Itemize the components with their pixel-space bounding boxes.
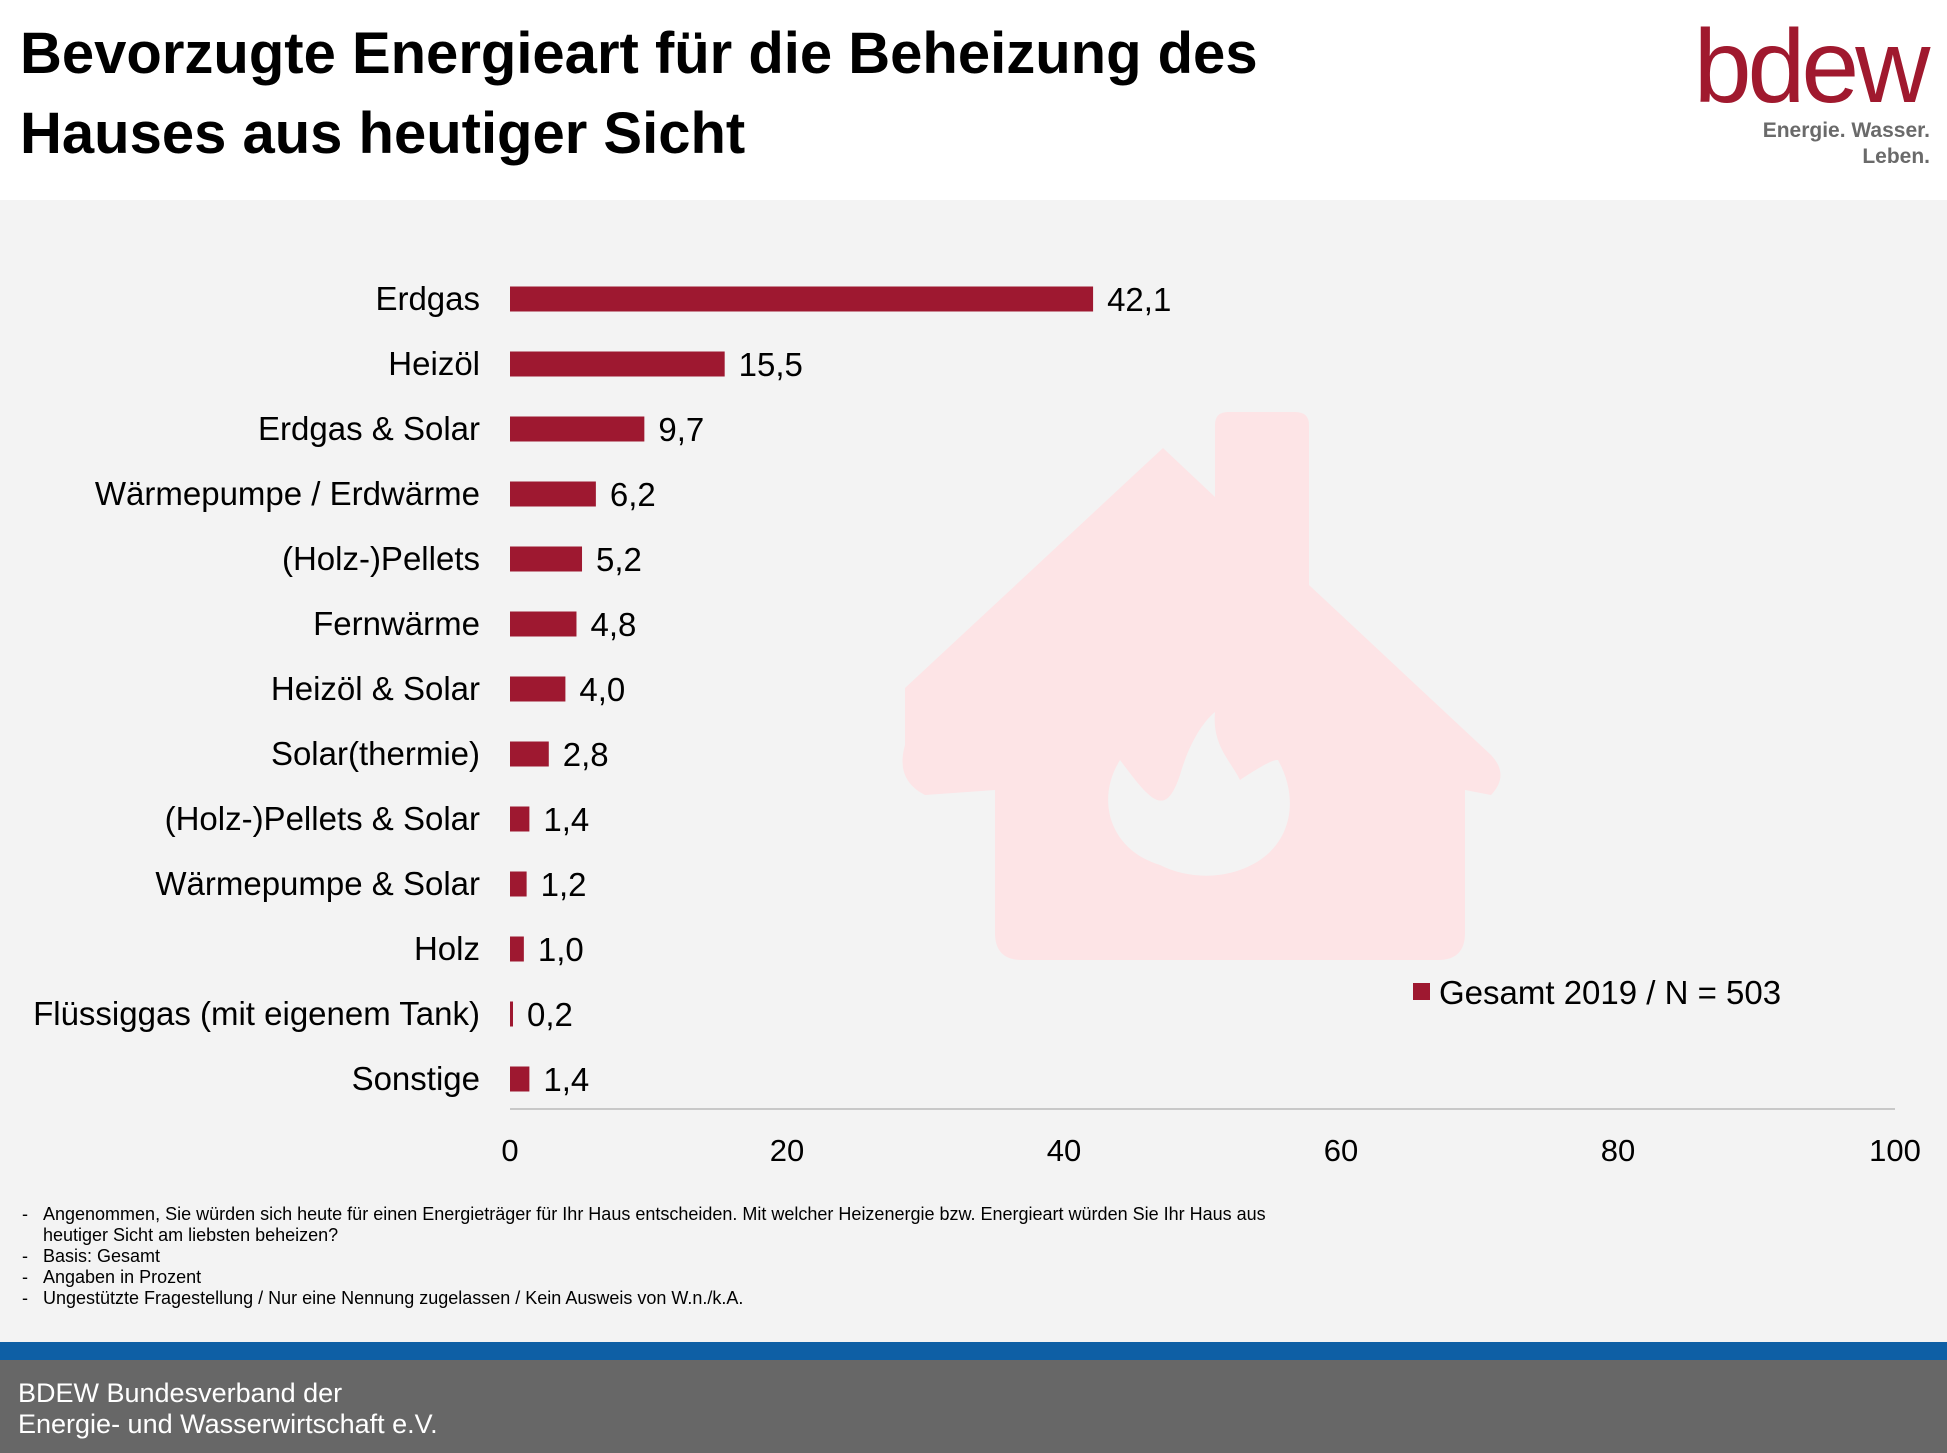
bar xyxy=(510,871,527,897)
value-labels: 42,1 15,5 9,76,2 5,2 4,8 4,0 2,8 1,4 1,2 1,0 0,2 1,… xyxy=(527,281,1171,1098)
category-label: Erdgas & Solar xyxy=(258,410,480,447)
value-label: 9,7 xyxy=(658,411,704,448)
x-tick-label: 0 xyxy=(501,1133,518,1168)
x-tick-label: 40 xyxy=(1047,1133,1081,1168)
footnote: Angenommen, Sie würden sich heute für ei… xyxy=(20,1204,1320,1246)
legend-swatch xyxy=(1413,983,1430,1000)
logo-slogan: Energie. Wasser. Leben. xyxy=(1762,119,1930,168)
category-labels: Erdgas Heizöl Erdgas & Solar Wärmepumpe / E… xyxy=(33,280,480,1097)
bar xyxy=(510,351,725,377)
legend-label: Gesamt 2019 / N = 503 xyxy=(1439,974,1781,1011)
house-flame-watermark-icon xyxy=(902,412,1501,960)
value-label: 1,2 xyxy=(541,866,587,903)
x-tick-label: 20 xyxy=(770,1133,804,1168)
footer-organization: BDEW Bundesverband der Energie- und Wass… xyxy=(18,1378,918,1440)
category-label: Fernwärme xyxy=(313,605,480,642)
value-label: 0,2 xyxy=(527,996,573,1033)
category-label: Heizöl xyxy=(388,345,480,382)
value-label: 15,5 xyxy=(739,346,803,383)
footnote: Angaben in Prozent xyxy=(20,1267,1320,1288)
bar xyxy=(510,481,596,507)
value-label: 2,8 xyxy=(563,736,609,773)
x-tick-label: 100 xyxy=(1869,1133,1921,1168)
title-line-2: Hauses aus heutiger Sicht xyxy=(20,101,746,166)
page-title: Bevorzugte Energieart für die Beheizung … xyxy=(20,14,1520,174)
footer: BDEW Bundesverband der Energie- und Wass… xyxy=(0,1360,1947,1453)
category-label: Heizöl & Solar xyxy=(271,670,480,707)
value-label: 4,0 xyxy=(579,671,625,708)
category-label: Holz xyxy=(414,930,480,967)
footer-stripe xyxy=(0,1342,1947,1360)
footnote: Ungestützte Fragestellung / Nur eine Nen… xyxy=(20,1288,1320,1309)
value-label: 6,2 xyxy=(610,476,656,513)
bar xyxy=(510,416,645,442)
footer-line-1: BDEW Bundesverband der xyxy=(18,1378,343,1408)
bdew-logo: bdew Energie. Wasser. Leben. xyxy=(1690,12,1931,168)
category-label: (Holz-)Pellets & Solar xyxy=(165,800,480,837)
category-label: Wärmepumpe / Erdwärme xyxy=(95,475,480,512)
x-tick-label: 60 xyxy=(1324,1133,1358,1168)
category-label: Sonstige xyxy=(352,1060,480,1097)
value-label: 1,0 xyxy=(538,931,584,968)
bar xyxy=(510,611,577,637)
value-label: 1,4 xyxy=(543,801,589,838)
bar xyxy=(510,286,1094,312)
value-label: 5,2 xyxy=(596,541,642,578)
footer-line-2: Energie- und Wasserwirtschaft e.V. xyxy=(18,1409,438,1439)
title-line-1: Bevorzugte Energieart für die Beheizung … xyxy=(20,21,1258,86)
bar xyxy=(510,741,549,767)
x-tick-label: 80 xyxy=(1601,1133,1635,1168)
header: Bevorzugte Energieart für die Beheizung … xyxy=(0,0,1947,200)
category-label: Wärmepumpe & Solar xyxy=(155,865,480,902)
bar xyxy=(510,806,530,832)
flame-inner-shape xyxy=(1108,712,1290,876)
category-label: (Holz-)Pellets xyxy=(282,540,480,577)
bar xyxy=(510,676,566,702)
x-tick-labels: 0 20 40 60 80 100 xyxy=(501,1133,1920,1168)
value-label: 4,8 xyxy=(590,606,636,643)
footnote: Basis: Gesamt xyxy=(20,1246,1320,1267)
logo-wordmark: bdew xyxy=(1693,9,1931,125)
footnotes: Angenommen, Sie würden sich heute für ei… xyxy=(20,1204,1320,1309)
value-label: 1,4 xyxy=(543,1061,589,1098)
value-label: 42,1 xyxy=(1107,281,1171,318)
category-label: Flüssiggas (mit eigenem Tank) xyxy=(33,995,480,1032)
bar xyxy=(510,1001,513,1027)
category-label: Erdgas xyxy=(375,280,480,317)
bars-group xyxy=(510,286,1094,1092)
bar-chart: Erdgas Heizöl Erdgas & Solar Wärmepumpe / E… xyxy=(33,280,1921,1168)
bar xyxy=(510,936,524,962)
bar xyxy=(510,1066,530,1092)
category-label: Solar(thermie) xyxy=(271,735,480,772)
legend: Gesamt 2019 / N = 503 xyxy=(1413,974,1781,1011)
bar xyxy=(510,546,583,572)
